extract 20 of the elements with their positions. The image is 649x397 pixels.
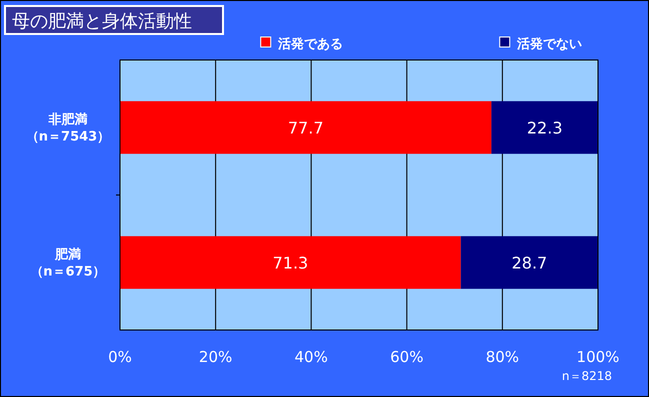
bar [491,101,598,154]
data-label: 28.7 [512,254,548,272]
bar [120,236,461,289]
data-label: 71.3 [272,254,308,272]
x-tick-label: 20% [198,348,232,366]
x-tick-label: 60% [390,348,424,366]
x-tick-label: 0% [108,348,132,366]
x-tick-label: 80% [486,348,520,366]
bar [120,101,492,154]
data-label: 77.7 [288,118,324,138]
bar [460,236,598,289]
x-tick-label: 40% [294,348,328,366]
legend-label: 活発でない [516,37,582,52]
legend-label: 活発である [277,37,344,52]
text: n＝8218 [562,369,612,383]
x-tick-label: 100% [576,348,620,366]
y-tick-label: 肥満（n＝675） [30,248,106,280]
y-tick-label: 非肥満（n＝7543） [26,112,110,144]
chart-title: 母の肥満と身体活動性 [12,11,192,32]
data-label: 22.3 [526,118,563,138]
